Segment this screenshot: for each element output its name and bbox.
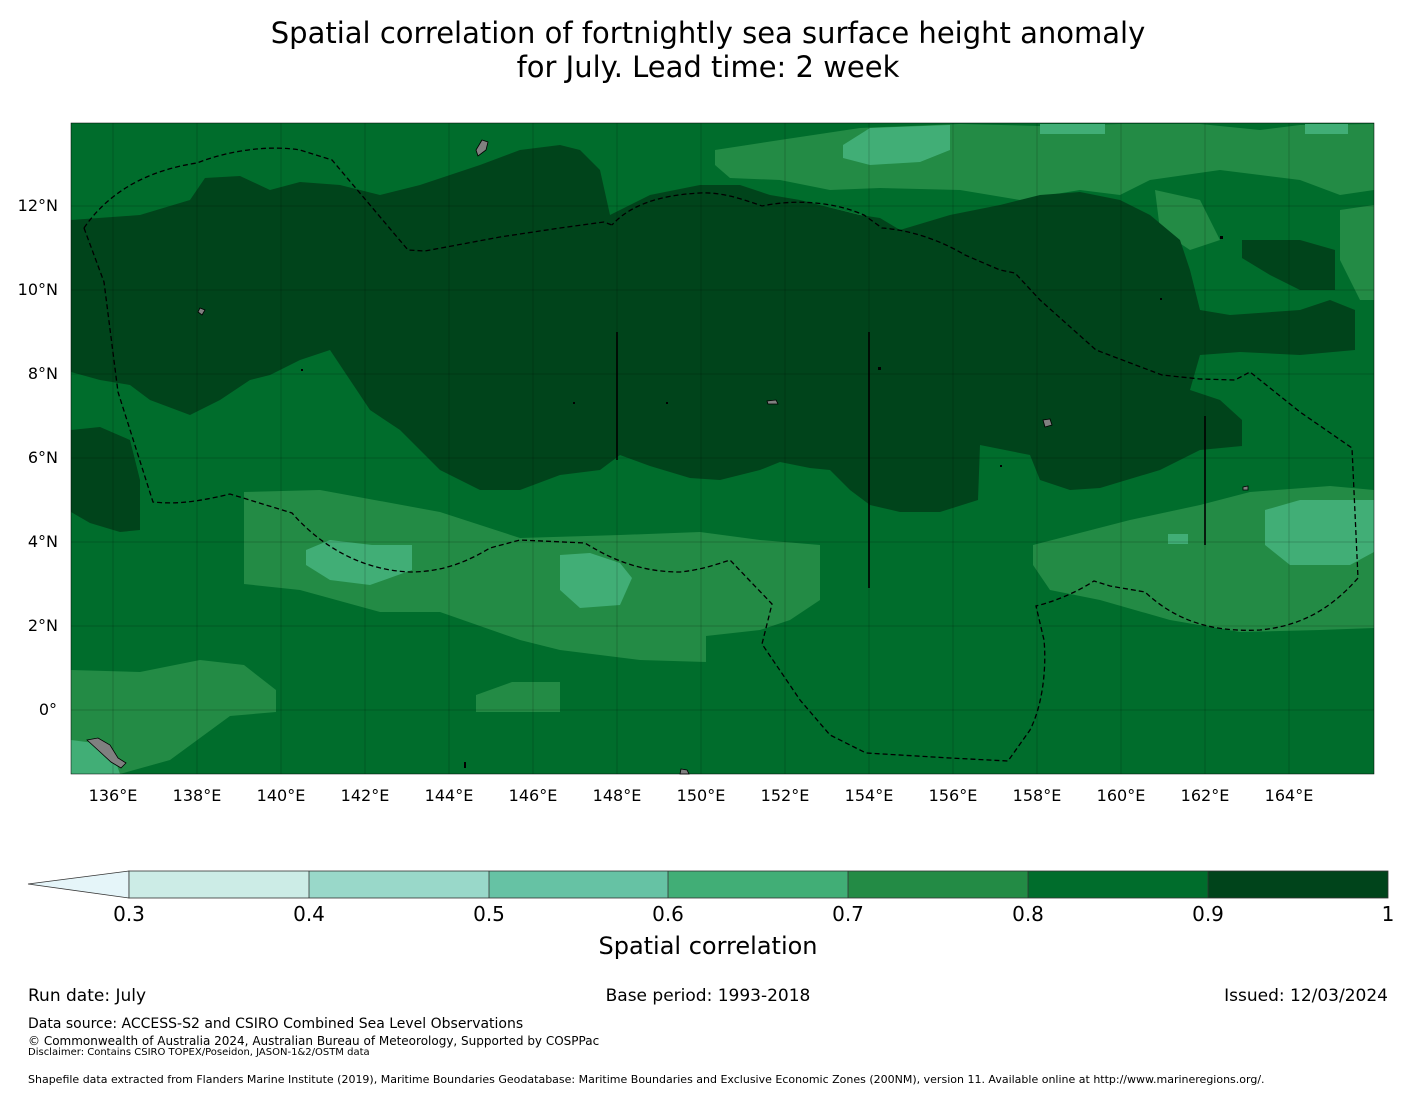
map-title-line-2: for July. Lead time: 2 week [516, 50, 900, 84]
lat-tick-label: 0° [38, 700, 57, 719]
map-title-line-1: Spatial correlation of fortnightly sea s… [270, 16, 1146, 50]
region-band-0.6 [1265, 500, 1374, 565]
island-kosrae [1242, 485, 1249, 491]
colorbar-tick-label: 0.8 [1012, 902, 1044, 926]
region-band-0.9 [71, 145, 1355, 512]
colorbar-tick-label: 0.4 [293, 902, 325, 926]
lon-tick-label: 160°E [1096, 786, 1146, 805]
region-band-0.6 [560, 553, 632, 608]
lon-tick-label: 140°E [256, 786, 306, 805]
land-masses [86, 139, 1249, 775]
eez-boundaries [83, 147, 1359, 762]
colorbar-tick-label: 1 [1381, 902, 1395, 926]
atoll [1160, 298, 1162, 300]
colorbar-segment [129, 871, 309, 898]
band-0.6-0.7 [71, 124, 1374, 774]
colorbar-tick-label: 0.3 [113, 902, 145, 926]
lon-tick-label: 142°E [340, 786, 390, 805]
colorbar-segment [309, 871, 489, 898]
lon-tick-label: 162°E [1180, 786, 1230, 805]
region-band-0.6 [1305, 124, 1348, 134]
atoll [666, 402, 668, 404]
colorbar-segment [1028, 871, 1208, 898]
atoll [301, 369, 303, 371]
colorbar-tick-label: 0.6 [652, 902, 684, 926]
colorbar-segment [1208, 871, 1388, 898]
island-new-guinea-coast [86, 737, 127, 769]
colorbar-under-triangle [27, 870, 130, 899]
shapefile-credit: Shapefile data extracted from Flanders M… [28, 1073, 1265, 1086]
lon-tick-label: 150°E [676, 786, 726, 805]
lon-tick-label: 152°E [760, 786, 810, 805]
colorbar-segment [848, 871, 1028, 898]
atoll [1220, 236, 1223, 239]
region-band-0.7 [244, 490, 820, 662]
atoll [573, 402, 575, 404]
island-pohnpei [1042, 418, 1053, 428]
atoll [1000, 465, 1002, 467]
map-panel [71, 123, 1374, 774]
colorbar-tick-label: 0.9 [1192, 902, 1224, 926]
region-band-0.7 [71, 660, 276, 774]
band-0.9-1 [71, 145, 1355, 532]
colorbar-tick-label: 0.5 [473, 902, 505, 926]
lon-tick-label: 154°E [844, 786, 894, 805]
colorbar-segment [668, 871, 848, 898]
lon-tick-label: 148°E [592, 786, 642, 805]
lon-tick-label: 136°E [88, 786, 138, 805]
region-band-0.9 [71, 427, 140, 532]
disclaimer: Disclaimer: Contains CSIRO TOPEX/Poseido… [28, 1047, 370, 1058]
region-band-0.7 [476, 682, 560, 712]
data-source: Data source: ACCESS-S2 and CSIRO Combine… [28, 1016, 524, 1032]
lat-tick-label: 12°N [17, 196, 58, 215]
lat-tick-label: 10°N [17, 280, 58, 299]
colorbar [27, 870, 1389, 899]
colorbar-tick-label: 0.7 [832, 902, 864, 926]
lon-tick-label: 146°E [508, 786, 558, 805]
region-band-0.6 [1040, 124, 1105, 134]
atoll [464, 762, 466, 768]
lat-tick-label: 2°N [27, 616, 58, 635]
sector-lines [616, 332, 1206, 588]
region-band-0.7 [1340, 205, 1374, 300]
island-yap [197, 307, 206, 316]
lat-tick-label: 6°N [27, 448, 58, 467]
region-band-0.6 [306, 540, 412, 585]
region-band-0.6 [843, 125, 950, 165]
lat-tick-label: 4°N [27, 532, 58, 551]
lon-tick-label: 158°E [1012, 786, 1062, 805]
lon-tick-label: 156°E [928, 786, 978, 805]
run-date: Run date: July [28, 986, 147, 1006]
base-period: Base period: 1993-2018 [605, 986, 811, 1006]
atoll [878, 367, 881, 370]
small-atolls [301, 236, 1223, 768]
lat-tick-label: 8°N [27, 364, 58, 383]
region-band-0.6 [1168, 534, 1188, 544]
lon-tick-label: 164°E [1264, 786, 1314, 805]
copyright: © Commonwealth of Australia 2024, Austra… [28, 1034, 600, 1048]
colorbar-label: Spatial correlation [598, 932, 818, 960]
lon-tick-label: 144°E [424, 786, 474, 805]
gridlines [71, 123, 1374, 774]
colorbar-segment [489, 871, 668, 898]
region-band-0.9 [1242, 240, 1335, 290]
issued-date: Issued: 12/03/2024 [1224, 986, 1388, 1006]
eez-boundary-palau [83, 192, 1359, 762]
lon-tick-label: 138°E [172, 786, 222, 805]
map-frame [70, 122, 1375, 775]
island-guam [475, 139, 489, 157]
island-chuuk [766, 399, 779, 405]
colorbar-frame [128, 870, 1389, 899]
